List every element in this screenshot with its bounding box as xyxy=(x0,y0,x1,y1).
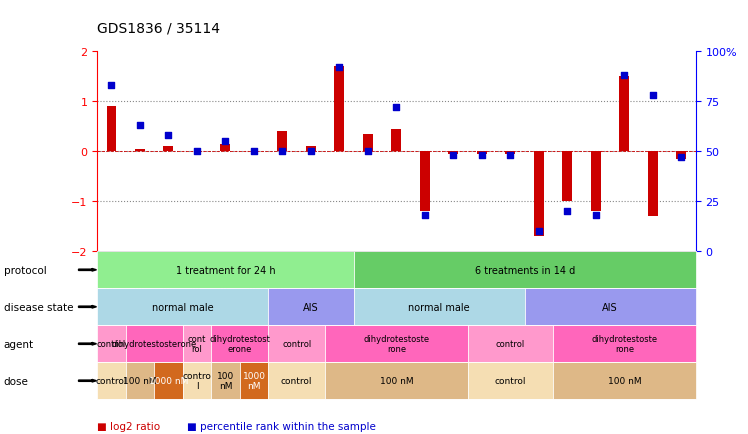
Point xyxy=(562,208,574,215)
Text: 100 nM: 100 nM xyxy=(607,376,641,385)
Bar xyxy=(562,152,572,202)
Text: control: control xyxy=(282,339,311,349)
Text: dihydrotestost
erone: dihydrotestost erone xyxy=(209,334,270,354)
Point xyxy=(105,82,117,89)
Point xyxy=(419,212,431,219)
Bar xyxy=(135,149,145,152)
Point xyxy=(162,132,174,139)
Text: dihydrotestoste
rone: dihydrotestoste rone xyxy=(364,334,429,354)
Text: ■ percentile rank within the sample: ■ percentile rank within the sample xyxy=(187,421,376,431)
Point xyxy=(277,148,289,155)
Text: protocol: protocol xyxy=(4,265,46,275)
Text: GDS1836 / 35114: GDS1836 / 35114 xyxy=(97,22,220,36)
Point xyxy=(334,65,346,72)
Text: AIS: AIS xyxy=(303,302,319,312)
Text: control: control xyxy=(494,376,526,385)
Bar xyxy=(391,129,402,152)
Text: control: control xyxy=(96,339,126,349)
Point xyxy=(134,122,146,129)
Text: control: control xyxy=(496,339,525,349)
Bar xyxy=(420,152,430,212)
Bar xyxy=(449,152,459,155)
Bar xyxy=(334,67,344,152)
Text: AIS: AIS xyxy=(602,302,618,312)
Text: cont
rol: cont rol xyxy=(188,334,206,354)
Text: contro
l: contro l xyxy=(183,371,212,391)
Bar xyxy=(306,147,316,152)
Point xyxy=(248,148,260,155)
Text: disease state: disease state xyxy=(4,302,73,312)
Text: 1 treatment for 24 h: 1 treatment for 24 h xyxy=(176,265,275,275)
Bar xyxy=(164,147,174,152)
Point xyxy=(504,152,516,159)
Text: 100 nM: 100 nM xyxy=(123,376,157,385)
Point xyxy=(191,148,203,155)
Bar xyxy=(648,152,658,217)
Bar xyxy=(477,152,487,155)
Point xyxy=(362,148,374,155)
Point xyxy=(219,138,231,145)
Point xyxy=(447,152,459,159)
Bar xyxy=(591,152,601,212)
Text: normal male: normal male xyxy=(408,302,470,312)
Bar xyxy=(106,107,117,152)
Bar xyxy=(278,132,287,152)
Bar xyxy=(363,135,373,152)
Bar xyxy=(221,145,230,152)
Point xyxy=(619,72,631,79)
Text: control: control xyxy=(281,376,313,385)
Text: ■ log2 ratio: ■ log2 ratio xyxy=(97,421,160,431)
Text: agent: agent xyxy=(4,339,34,349)
Text: dose: dose xyxy=(4,376,28,386)
Point xyxy=(305,148,317,155)
Point xyxy=(390,105,402,112)
Text: normal male: normal male xyxy=(152,302,213,312)
Bar xyxy=(506,152,515,155)
Text: control: control xyxy=(96,376,127,385)
Point xyxy=(476,152,488,159)
Text: dihydrotestoste
rone: dihydrotestoste rone xyxy=(592,334,657,354)
Point xyxy=(590,212,602,219)
Text: 1000
nM: 1000 nM xyxy=(242,371,266,391)
Point xyxy=(647,92,659,99)
Text: 1000 nM: 1000 nM xyxy=(149,376,188,385)
Text: 100
nM: 100 nM xyxy=(217,371,234,391)
Text: 100 nM: 100 nM xyxy=(380,376,413,385)
Point xyxy=(533,228,545,235)
Point xyxy=(675,155,687,161)
Bar xyxy=(619,77,629,152)
Bar xyxy=(534,152,544,237)
Text: dihydrotestosterone: dihydrotestosterone xyxy=(111,339,197,349)
Bar xyxy=(676,152,687,159)
Text: 6 treatments in 14 d: 6 treatments in 14 d xyxy=(474,265,574,275)
